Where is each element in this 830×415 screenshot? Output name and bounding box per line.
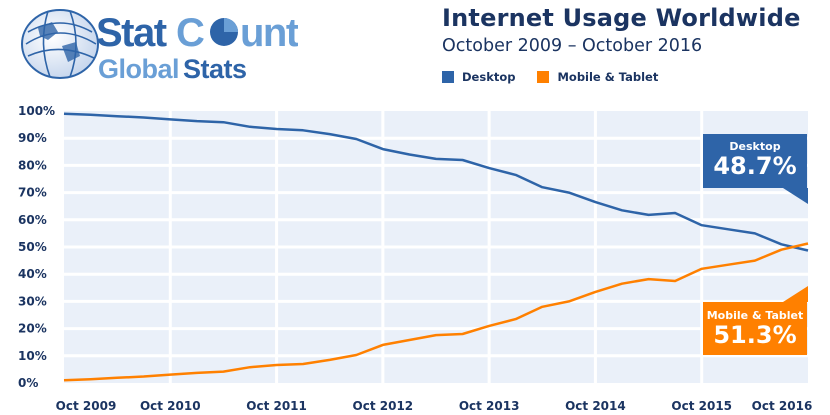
y-tick-label: 60%: [18, 213, 47, 227]
x-tick-label: Oct 2009: [56, 399, 117, 413]
x-tick-label: Oct 2010: [140, 399, 201, 413]
logo-counter-text: C: [176, 11, 204, 55]
plot-area: [64, 111, 808, 383]
mobile-callout-label: Mobile & Tablet: [706, 309, 804, 322]
series-line-mobile-tablet: [63, 242, 809, 382]
x-tick-label: Oct 2012: [353, 399, 414, 413]
series-lines: [63, 112, 809, 382]
legend-label-desktop: Desktop: [462, 70, 516, 84]
y-tick-label: 80%: [18, 158, 47, 172]
y-tick-label: 10%: [18, 349, 47, 363]
legend-item-desktop[interactable]: Desktop: [442, 70, 515, 84]
desktop-callout: Desktop 48.7%: [703, 134, 807, 188]
y-tick-label: 30%: [18, 294, 47, 308]
x-tick-label: Oct 2011: [246, 399, 307, 413]
chart-legend: Desktop Mobile & Tablet: [442, 70, 658, 84]
desktop-callout-value: 48.7%: [713, 152, 797, 180]
desktop-callout-tail-icon: [783, 188, 808, 204]
y-tick-label: 70%: [18, 186, 47, 200]
x-tick-label: Oct 2013: [459, 399, 520, 413]
logo-stat-text: Stat: [96, 11, 167, 55]
svg-text:unter: unter: [240, 11, 298, 55]
y-tick-label: 0%: [18, 376, 38, 390]
series-line-desktop: [63, 112, 809, 252]
x-tick-label: Oct 2016: [752, 399, 813, 413]
desktop-swatch-icon: [442, 71, 454, 83]
statcounter-logo: Stat C unter Global Stats: [18, 2, 335, 84]
y-tick-label: 40%: [18, 267, 47, 281]
chart-title: Internet Usage Worldwide: [442, 4, 801, 32]
mobile-callout: Mobile & Tablet 51.3%: [703, 302, 807, 355]
mobile-callout-value: 51.3%: [713, 321, 797, 349]
legend-label-mobile: Mobile & Tablet: [557, 70, 659, 84]
mobile-swatch-icon: [537, 71, 550, 83]
y-tick-label: 100%: [18, 104, 55, 118]
globe-logo-icon: Stat C unter Global Stats: [21, 9, 335, 84]
logo-stats-text: Stats: [183, 54, 247, 82]
y-tick-label: 90%: [18, 131, 47, 145]
y-tick-label: 20%: [18, 322, 47, 336]
y-tick-label: 50%: [18, 240, 47, 254]
y-axis: 0% 10% 20% 30% 40% 50% 60% 70% 80% 90% 100%: [18, 104, 55, 390]
x-tick-label: Oct 2014: [565, 399, 626, 413]
x-tick-label: Oct 2015: [671, 399, 732, 413]
desktop-callout-label: Desktop: [729, 140, 781, 153]
logo-global-text: Global: [98, 54, 179, 82]
chart-subtitle: October 2009 – October 2016: [442, 36, 703, 56]
x-axis: Oct 2009 Oct 2010 Oct 2011 Oct 2012 Oct 2013…: [56, 399, 813, 413]
mobile-callout-tail-icon: [783, 286, 808, 302]
legend-item-mobile[interactable]: Mobile & Tablet: [537, 70, 658, 84]
line-chart: 0% 10% 20% 30% 40% 50% 60% 70% 80% 90% 100% Oct 20…: [18, 104, 813, 413]
